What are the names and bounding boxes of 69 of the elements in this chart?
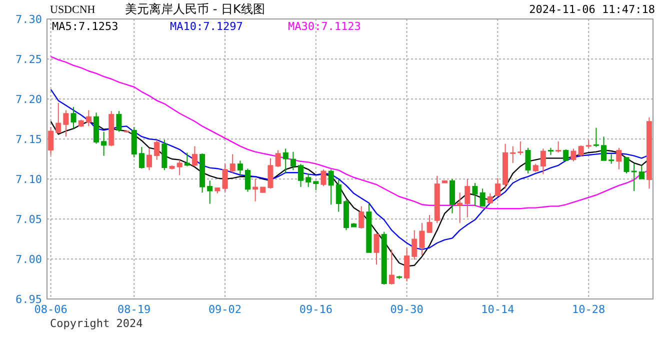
candlestick [298,163,304,188]
candlestick [450,178,456,214]
candlestick [244,168,250,192]
y-tick-label: 7.10 [16,173,42,186]
text: MA5:7.1253 [52,20,118,33]
text: MA30:7.1123 [288,20,361,33]
candlestick [230,154,236,174]
candlestick [328,168,334,206]
candlestick [374,232,380,266]
candlestick [404,247,410,282]
candlestick [638,164,644,180]
candlestick [601,136,607,162]
candlestick [116,110,122,132]
candlestick [192,146,198,167]
candlestick [412,230,418,260]
candlestick [70,106,76,130]
y-tick-label: 6.95 [16,293,42,306]
candlestick [608,154,614,164]
candlestick [138,146,144,170]
x-tick-label: 09-02 [208,303,242,316]
y-tick-label: 7.30 [16,13,42,26]
candlestick [86,110,92,127]
text: Copyright 2024 [50,317,144,330]
candlestick [525,147,531,174]
candlestick [593,127,599,148]
candlestick [487,192,493,204]
y-tick-label: 7.05 [16,213,42,226]
candlestick [358,206,364,230]
candlestick [320,168,326,187]
candlestick [616,147,622,170]
candlestick [510,146,516,164]
candlestick [282,148,288,174]
text: 2024-11-06 11:47:18 [529,3,655,16]
x-tick-label: 10-14 [481,303,515,316]
y-tick-label: 7.15 [16,133,42,146]
candlestick [290,151,296,171]
x-tick-label: 10-28 [572,303,606,316]
candlestick [563,148,569,162]
candlestick [154,139,160,160]
candlestick [162,139,168,171]
candlestick [146,148,152,171]
chart-subtitle: USDCNH [50,4,96,16]
x-tick-label: 08-06 [34,303,68,316]
chart-title: 美元离岸人民币 - 日K线图 [125,2,265,16]
y-tick-label: 7.00 [16,253,42,266]
x-tick-label: 09-16 [299,303,332,316]
y-tick-label: 7.25 [16,53,42,66]
candlestick [494,178,500,198]
candlestick [237,160,243,176]
x-tick-label: 09-30 [390,303,424,316]
candlestick [184,152,190,167]
candlestick [63,110,69,138]
y-tick-label: 7.20 [16,93,42,106]
candlestick [48,126,54,156]
candlestick [457,192,463,224]
text: MA10:7.1297 [170,20,243,33]
candlestick [540,148,546,175]
candlestick [518,140,524,156]
candlestick [207,180,213,204]
candlestick [306,172,312,188]
candlestick [464,178,470,218]
candlestick [252,178,258,202]
candlestick [556,140,562,154]
candlestick [336,179,342,212]
candlestick [101,131,107,156]
candlestick [388,248,394,286]
candlestick [131,126,137,158]
x-tick-label: 08-19 [118,303,151,316]
candlestick [56,102,62,134]
